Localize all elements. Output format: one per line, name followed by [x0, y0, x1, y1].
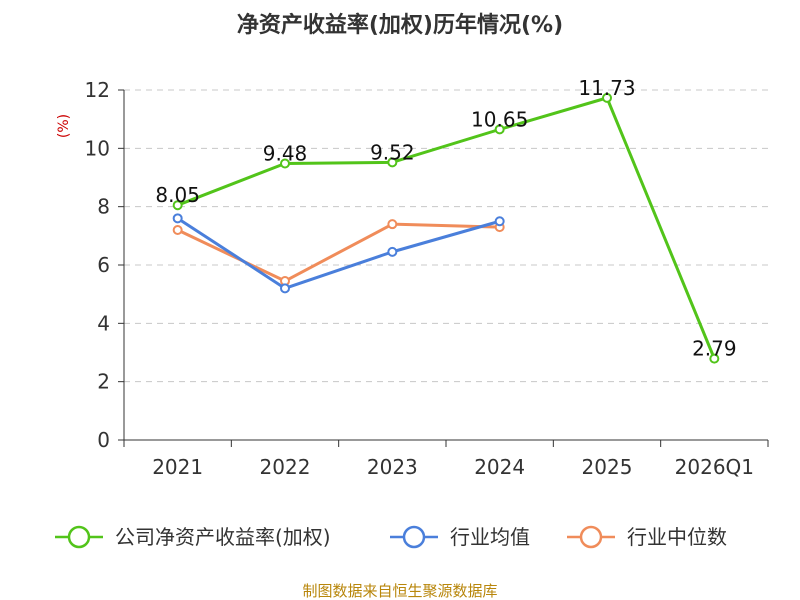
y-axis-unit: (%) [56, 114, 72, 138]
series-line [176, 217, 501, 290]
x-tick-label: 2024 [474, 455, 525, 479]
y-tick-label: 8 [97, 195, 110, 219]
data-point [494, 216, 505, 227]
data-labels: 8.05 9.48 9.52 10.65 11.73 2.79 [155, 76, 736, 361]
x-tick-label: 2025 [582, 455, 633, 479]
data-source-note: 制图数据来自恒生聚源数据库 [302, 582, 497, 600]
data-point [172, 225, 183, 235]
data-label: 2.79 [692, 337, 737, 361]
y-tick-label: 12 [85, 78, 110, 102]
legend-label: 公司净资产收益率(加权) [115, 525, 331, 549]
x-tick-label: 2021 [152, 455, 203, 479]
x-tick-label: 2023 [367, 455, 418, 479]
legend: 公司净资产收益率(加权) 行业均值 行业中位数 [55, 525, 727, 549]
data-label: 9.48 [263, 142, 308, 166]
x-tick-label: 2022 [260, 455, 311, 479]
data-point [280, 158, 290, 169]
axes: 0 2 4 6 8 10 12 2021 2022 2023 2024 2025 2026Q1 [85, 78, 769, 479]
data-label: 11.73 [578, 76, 635, 100]
data-point [172, 213, 183, 224]
legend-label: 行业中位数 [627, 525, 727, 549]
data-label: 10.65 [471, 107, 528, 131]
data-point [280, 283, 290, 294]
data-point [387, 157, 398, 168]
data-point [602, 92, 612, 103]
y-tick-label: 4 [97, 311, 110, 335]
data-label: 8.05 [155, 183, 200, 207]
legend-label: 行业均值 [450, 525, 530, 549]
chart-title: 净资产收益率(加权)历年情况(%) [237, 12, 563, 38]
data-point [494, 124, 505, 135]
y-tick-label: 2 [97, 370, 110, 394]
series-line [177, 222, 500, 283]
legend-marker [579, 525, 603, 549]
data-point [387, 246, 398, 257]
y-tick-label: 0 [97, 428, 110, 452]
data-point [172, 200, 183, 211]
y-tick-label: 6 [97, 253, 110, 277]
legend-marker [402, 525, 426, 549]
grid-lines [124, 89, 768, 383]
y-tick-label: 10 [85, 136, 110, 160]
data-point [387, 219, 398, 230]
x-tick-label: 2026Q1 [675, 455, 754, 479]
series-lines [172, 92, 720, 364]
data-label: 9.52 [370, 140, 415, 164]
series-line [177, 96, 716, 360]
data-point [709, 353, 720, 364]
legend-marker [67, 525, 91, 549]
